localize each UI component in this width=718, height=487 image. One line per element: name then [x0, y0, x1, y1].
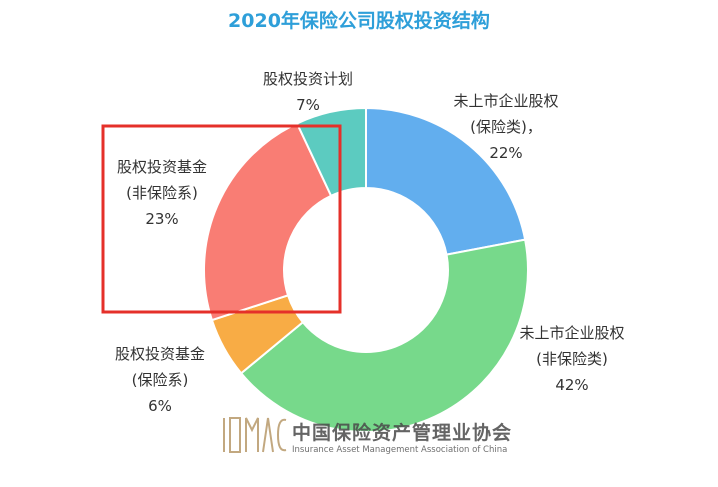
slice-value-label: 23% [145, 210, 178, 228]
slice-value-label: 22% [489, 144, 522, 162]
donut-slice [203, 122, 333, 322]
slice-label: 股权投资基金 [117, 158, 207, 176]
slice-label: (非保险系) [126, 184, 198, 202]
highlight-box [101, 124, 342, 314]
org-name-cn: 中国保险资产管理业协会 [292, 421, 512, 444]
watermark: 中国保险资产管理业协会 Insurance Asset Management A… [223, 417, 512, 455]
slice-value-label: 42% [555, 376, 588, 394]
slice-value-label: 6% [148, 397, 172, 415]
slice-labels: 未上市企业股权 (保险类)， 22% 未上市企业股权 (非保险类) 42% 股权投资基金 (保… [115, 70, 625, 415]
slice-label: (保险类)， [470, 118, 542, 136]
slice-label: (非保险类) [536, 350, 608, 368]
slice-label: 股权投资计划 [263, 70, 353, 88]
iamac-logo-icon [223, 417, 287, 453]
chart-title: 2020年保险公司股权投资结构 [228, 9, 490, 32]
slice-value-label: 7% [296, 96, 320, 114]
org-name-en: Insurance Asset Management Association o… [292, 445, 507, 455]
slice-label: 股权投资基金 [115, 345, 205, 363]
slice-label: 未上市企业股权 [453, 92, 558, 110]
donut-slices [203, 106, 529, 433]
donut-slice [295, 106, 367, 198]
donut-slice [239, 238, 529, 433]
slice-label: 未上市企业股权 [519, 324, 624, 342]
slice-label: (保险系) [132, 371, 189, 389]
donut-slice [365, 106, 527, 256]
